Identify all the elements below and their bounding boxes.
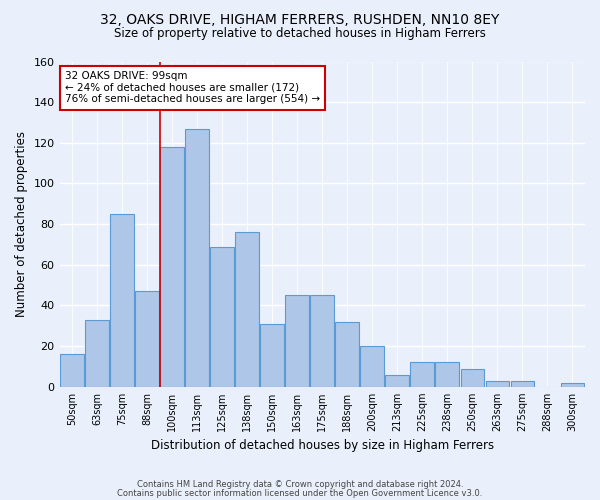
- Text: Size of property relative to detached houses in Higham Ferrers: Size of property relative to detached ho…: [114, 28, 486, 40]
- Bar: [461, 368, 484, 387]
- X-axis label: Distribution of detached houses by size in Higham Ferrers: Distribution of detached houses by size …: [151, 440, 494, 452]
- Text: Contains public sector information licensed under the Open Government Licence v3: Contains public sector information licen…: [118, 488, 482, 498]
- Text: 32, OAKS DRIVE, HIGHAM FERRERS, RUSHDEN, NN10 8EY: 32, OAKS DRIVE, HIGHAM FERRERS, RUSHDEN,…: [100, 12, 500, 26]
- Bar: [135, 291, 159, 387]
- Bar: [85, 320, 109, 387]
- Bar: [286, 296, 309, 387]
- Bar: [560, 382, 584, 387]
- Bar: [185, 128, 209, 387]
- Bar: [110, 214, 134, 387]
- Bar: [235, 232, 259, 387]
- Bar: [60, 354, 84, 387]
- Text: 32 OAKS DRIVE: 99sqm
← 24% of detached houses are smaller (172)
76% of semi-deta: 32 OAKS DRIVE: 99sqm ← 24% of detached h…: [65, 72, 320, 104]
- Bar: [260, 324, 284, 387]
- Bar: [335, 322, 359, 387]
- Y-axis label: Number of detached properties: Number of detached properties: [15, 131, 28, 317]
- Bar: [385, 374, 409, 387]
- Bar: [511, 380, 535, 387]
- Bar: [160, 147, 184, 387]
- Bar: [310, 296, 334, 387]
- Bar: [210, 246, 234, 387]
- Bar: [436, 362, 459, 387]
- Bar: [361, 346, 384, 387]
- Text: Contains HM Land Registry data © Crown copyright and database right 2024.: Contains HM Land Registry data © Crown c…: [137, 480, 463, 489]
- Bar: [410, 362, 434, 387]
- Bar: [485, 380, 509, 387]
